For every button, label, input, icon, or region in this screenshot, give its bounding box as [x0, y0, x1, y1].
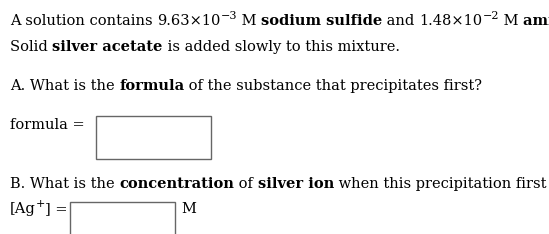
Text: when this precipitation first begins?: when this precipitation first begins?	[334, 177, 549, 191]
Text: M: M	[237, 14, 261, 28]
Text: is added slowly to this mixture.: is added slowly to this mixture.	[163, 40, 400, 55]
Text: of: of	[234, 177, 257, 191]
Text: of the substance that precipitates first?: of the substance that precipitates first…	[184, 79, 482, 93]
Text: −3: −3	[221, 11, 237, 21]
Text: 1.48×10: 1.48×10	[419, 14, 483, 28]
Text: and: and	[383, 14, 419, 28]
Text: 9.63×10: 9.63×10	[157, 14, 221, 28]
Text: [Ag: [Ag	[10, 202, 36, 216]
Text: ammonium iodide: ammonium iodide	[523, 14, 549, 28]
Text: sodium sulfide: sodium sulfide	[261, 14, 383, 28]
Text: Solid: Solid	[10, 40, 52, 55]
Text: formula: formula	[119, 79, 184, 93]
Text: +: +	[36, 199, 45, 209]
Text: A solution contains: A solution contains	[10, 14, 157, 28]
Text: ] =: ] =	[45, 202, 68, 216]
Text: silver acetate: silver acetate	[52, 40, 163, 55]
Text: silver ion: silver ion	[257, 177, 334, 191]
Text: concentration: concentration	[119, 177, 234, 191]
Text: −2: −2	[483, 11, 499, 21]
Text: M: M	[181, 202, 196, 216]
Text: M: M	[499, 14, 523, 28]
Text: formula =: formula =	[10, 118, 85, 132]
Text: A. What is the: A. What is the	[10, 79, 119, 93]
Text: B. What is the: B. What is the	[10, 177, 119, 191]
